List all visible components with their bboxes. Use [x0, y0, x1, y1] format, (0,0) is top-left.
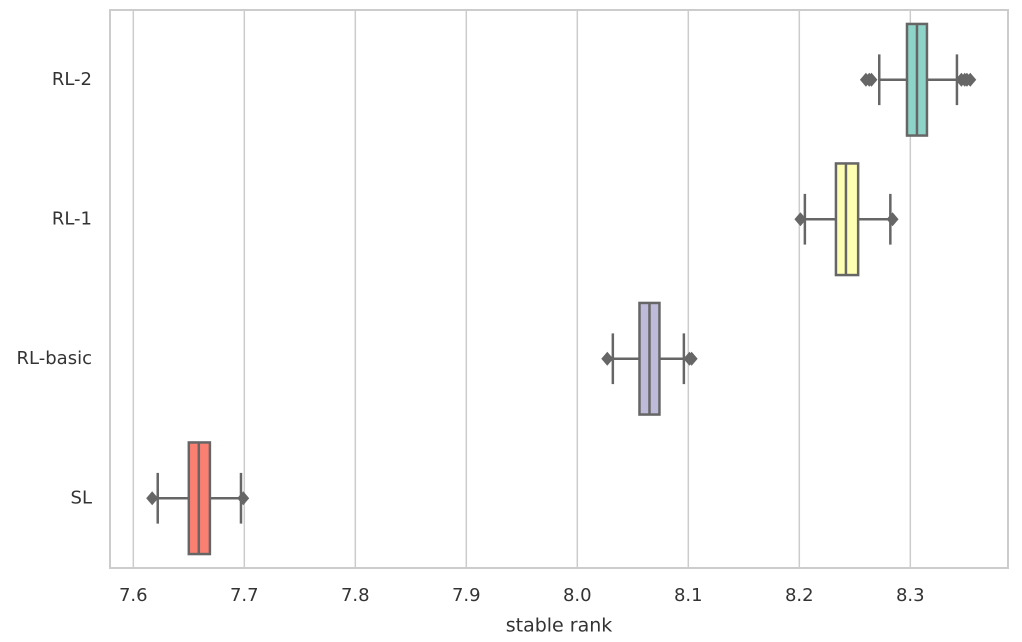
x-tick-label: 7.7 — [230, 585, 259, 606]
x-tick-label: 8.1 — [674, 585, 703, 606]
y-tick-label: RL-2 — [52, 69, 92, 90]
x-tick-label: 8.3 — [896, 585, 925, 606]
flier — [964, 72, 977, 87]
x-tick-label: 7.6 — [119, 585, 148, 606]
flier — [794, 212, 807, 227]
x-axis-label: stable rank — [506, 615, 613, 637]
flier — [237, 491, 250, 506]
x-tick-label: 8.2 — [785, 585, 814, 606]
x-tick-label: 8.0 — [563, 585, 592, 606]
y-tick-label: SL — [71, 487, 92, 508]
flier — [685, 351, 698, 366]
flier — [601, 351, 614, 366]
x-tick-label: 7.9 — [452, 585, 481, 606]
flier — [886, 212, 899, 227]
plot-frame — [109, 9, 1009, 569]
x-tick-label: 7.8 — [341, 585, 370, 606]
flier — [865, 72, 878, 87]
y-tick-label: RL-1 — [52, 208, 92, 229]
flier — [146, 491, 159, 506]
y-tick-label: RL-basic — [17, 348, 92, 369]
